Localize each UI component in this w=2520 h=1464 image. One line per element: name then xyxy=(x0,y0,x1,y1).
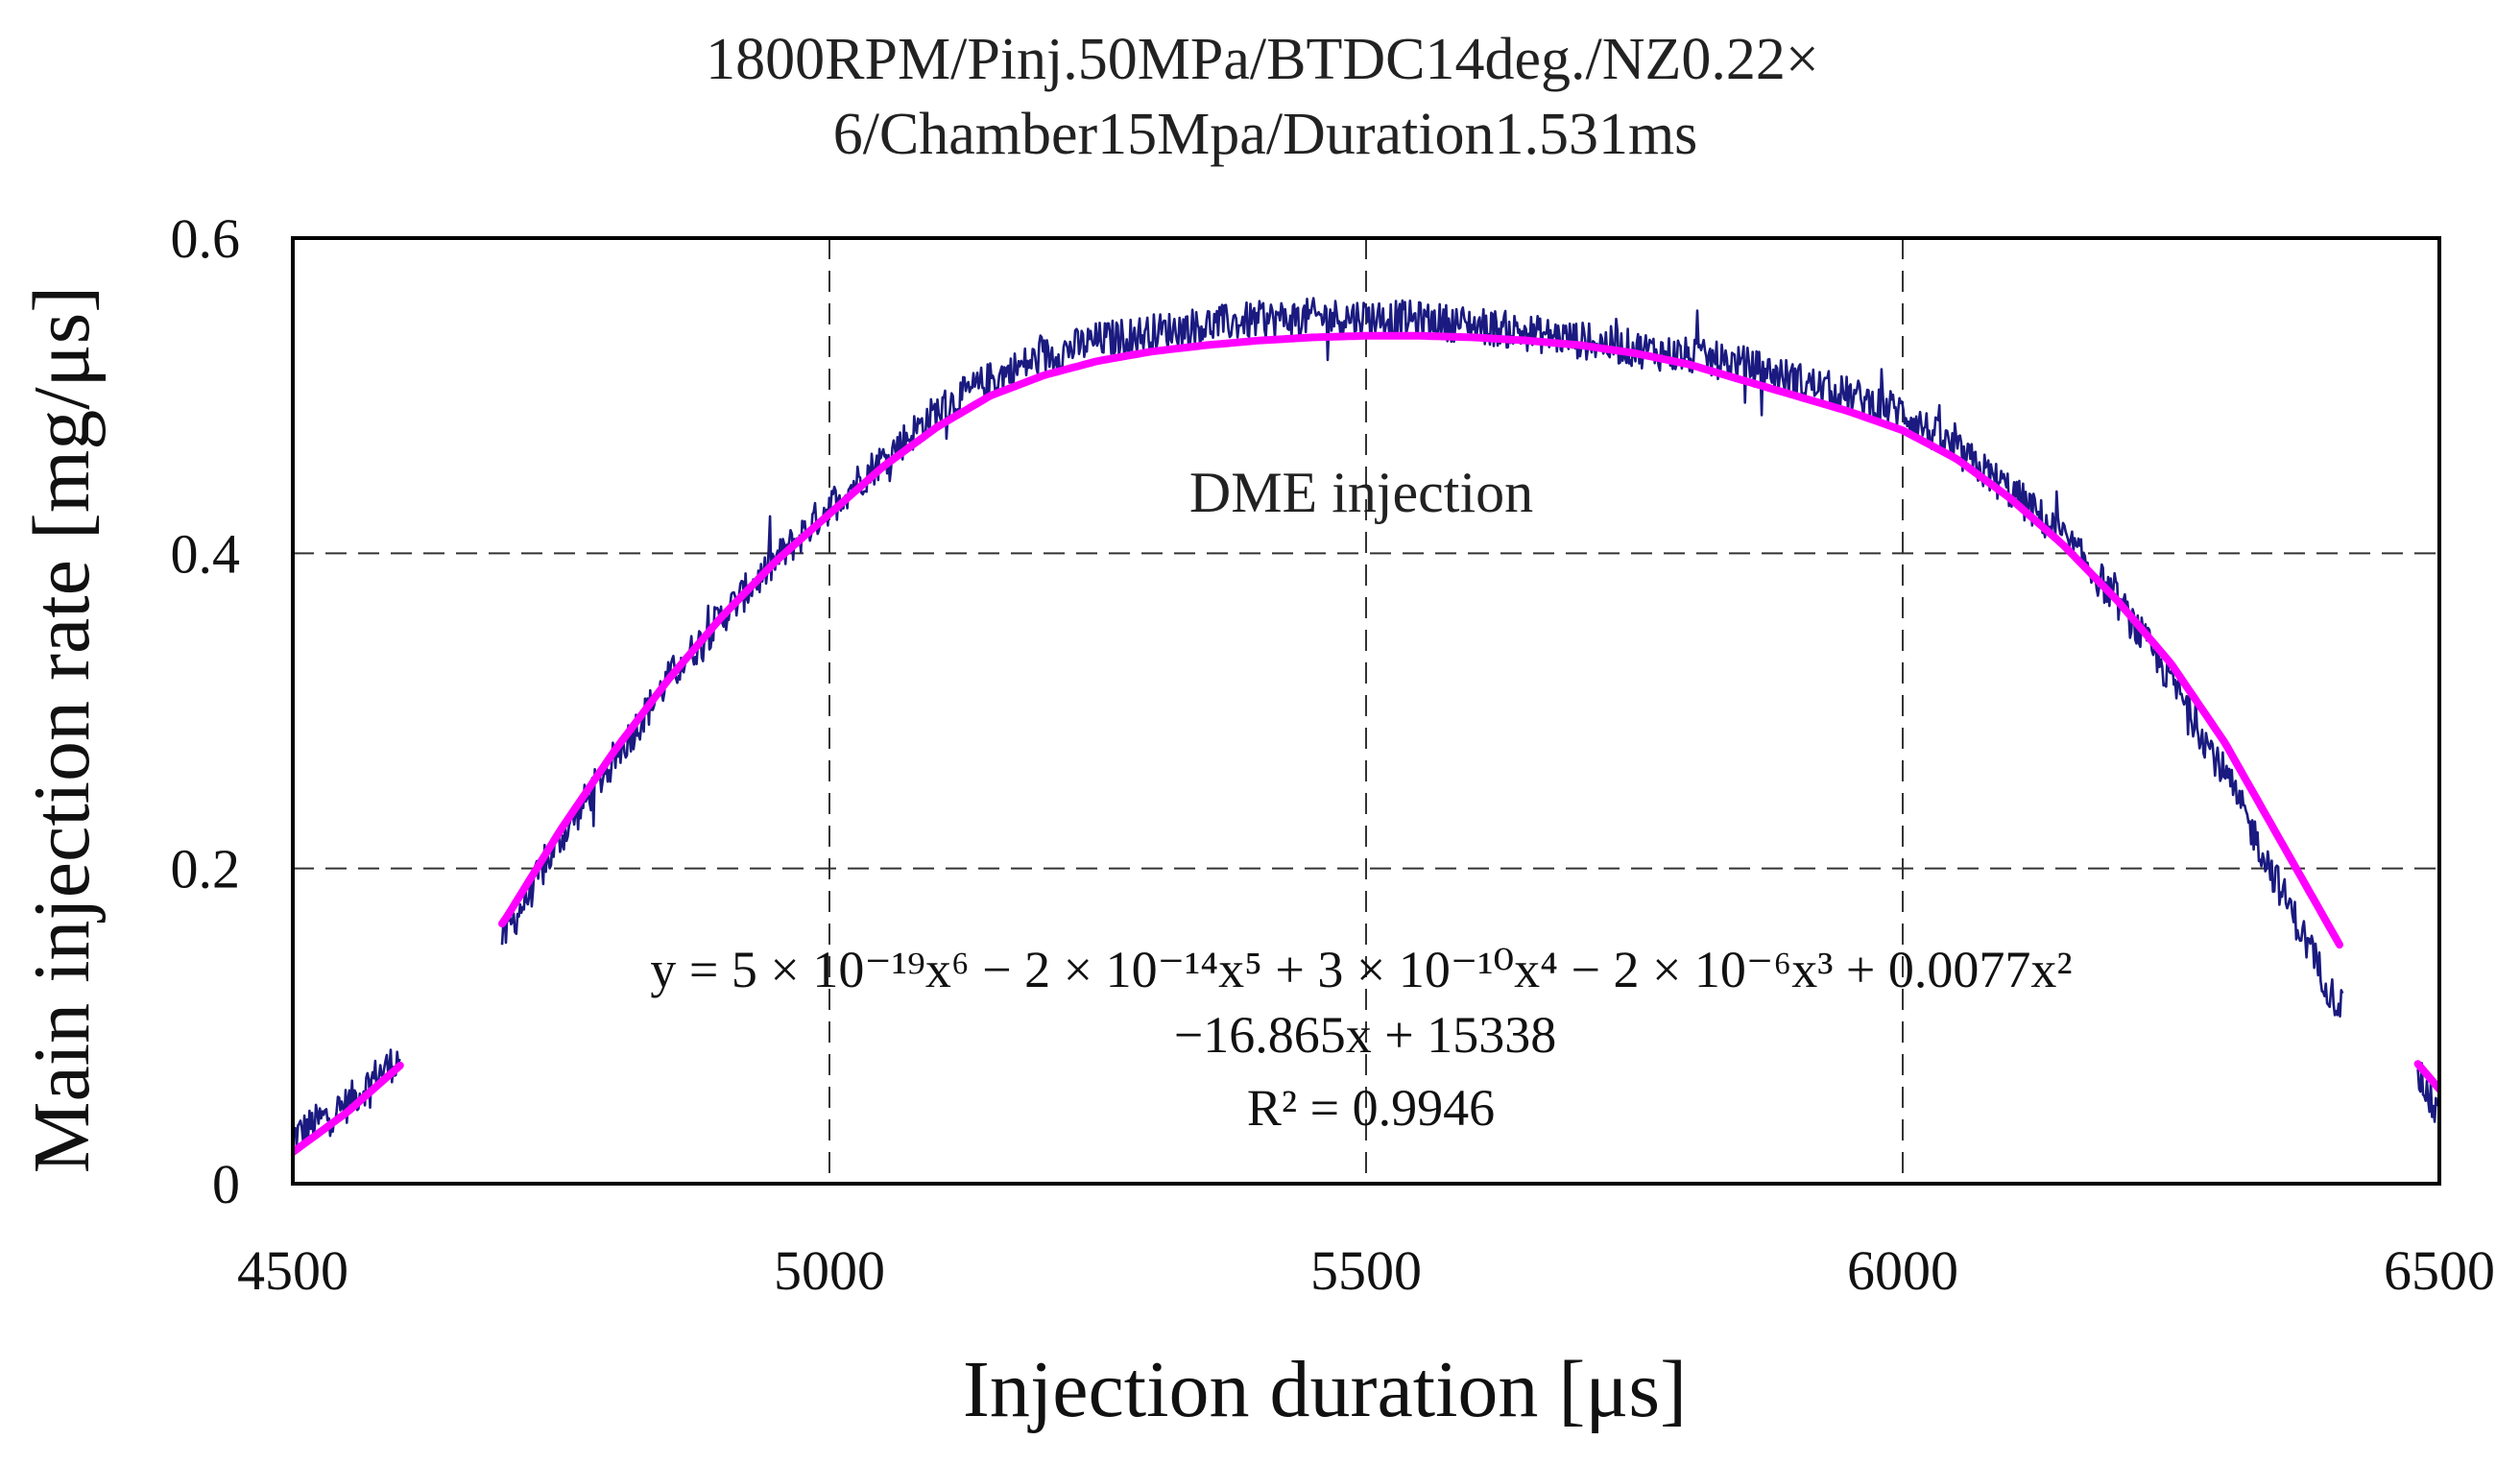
y-tick-label: 0 xyxy=(212,1153,240,1215)
fit-equation-line-2: −16.865x + 15338 xyxy=(1174,1006,1556,1064)
polynomial-fit-line xyxy=(2413,1060,2439,1093)
y-axis-label: Main injection rate [mg/μs] xyxy=(17,286,107,1173)
y-tick-label: 0.4 xyxy=(171,522,241,585)
plot-frame xyxy=(291,236,2441,1186)
measured-series-line xyxy=(500,297,2344,1018)
series-group xyxy=(293,297,2439,1157)
fit-equation-line-1: y = 5 × 10⁻¹⁹x⁶ − 2 × 10⁻¹⁴x⁵ + 3 × 10⁻¹… xyxy=(650,941,2072,998)
x-tick-label: 5000 xyxy=(774,1239,885,1302)
measured-series-line xyxy=(293,1048,401,1148)
x-tick-label: 6000 xyxy=(1847,1239,1958,1302)
y-axis-ticks: 0 0.2 0.4 0.6 xyxy=(171,207,241,1215)
chart-title-line-1: 1800RPM/Pinj.50MPa/BTDC14deg./NZ0.22× xyxy=(706,27,1819,92)
polynomial-fit-line xyxy=(293,1061,404,1157)
x-tick-label: 4500 xyxy=(237,1239,348,1302)
gridlines xyxy=(293,238,2439,1184)
y-tick-label: 0.6 xyxy=(171,207,241,270)
series-annotation: DME injection xyxy=(1189,461,1533,524)
chart-title-line-2: 6/Chamber15Mpa/Duration1.531ms xyxy=(833,102,1698,167)
x-axis-ticks: 4500 5000 5500 6000 6500 xyxy=(237,1239,2495,1302)
y-tick-label: 0.2 xyxy=(171,838,241,900)
x-tick-label: 6500 xyxy=(2384,1239,2495,1302)
x-tick-label: 5500 xyxy=(1310,1239,1422,1302)
polynomial-fit-line xyxy=(498,331,2343,949)
x-axis-label: Injection duration [μs] xyxy=(963,1345,1687,1434)
r-squared-label: R² = 0.9946 xyxy=(1247,1079,1495,1137)
